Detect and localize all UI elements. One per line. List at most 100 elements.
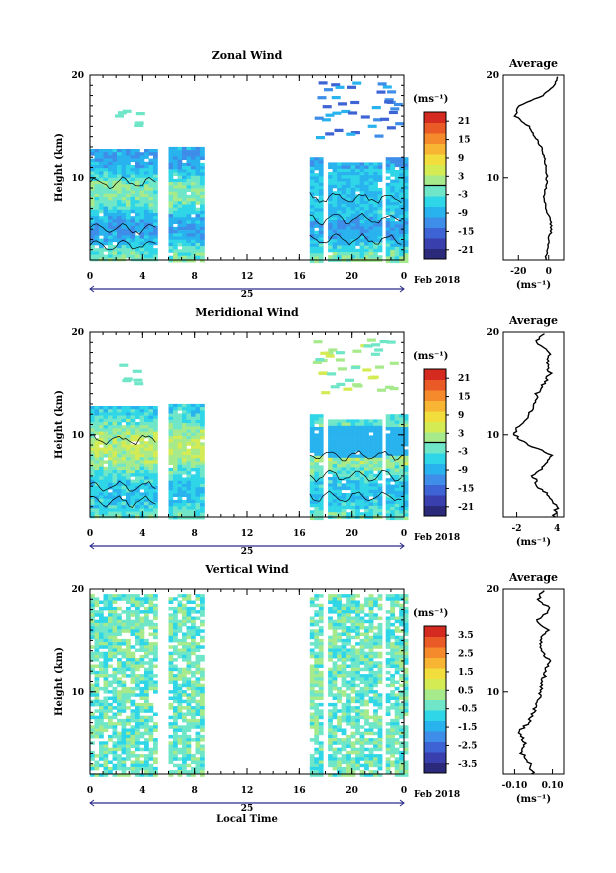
colorbar: 3.5 2.5 1.5 0.5 -0.5 -1.5 -2.5 -3.5 <box>423 625 477 774</box>
date-label: Feb 2018 <box>414 276 460 286</box>
colorbar-tick-label: -21 <box>458 503 474 513</box>
average-title: Average <box>508 314 558 327</box>
colorbar-tick-label: 21 <box>458 117 471 127</box>
colorbar-tick-label: 0.5 <box>458 686 474 696</box>
colorbar-tick-label: 2.5 <box>458 650 474 660</box>
x-tick-label: 4 <box>139 272 145 282</box>
colorbar-unit: (ms⁻¹) <box>413 351 448 362</box>
colorbar-tick-label: -21 <box>458 246 474 256</box>
day-label: 25 <box>241 804 254 814</box>
average-profile-panel: Average 10 20 -20 0 (ms⁻¹) <box>486 57 565 291</box>
x-tick-label: 8 <box>192 272 198 282</box>
date-label: Feb 2018 <box>414 790 460 800</box>
y-tick-label: 20 <box>71 328 84 338</box>
colorbar-tick-label: 9 <box>458 411 464 421</box>
colorbar-tick-label: 3 <box>458 172 464 182</box>
average-unit: (ms⁻¹) <box>516 794 551 805</box>
colorbar-tick-label: -15 <box>458 484 474 494</box>
colorbar-tick-label: -3 <box>458 191 468 201</box>
panel-1: Meridional Wind 0 4 8 12 16 20 0 10 20 Height (km)… <box>54 306 565 557</box>
average-x-tick-label: 0.10 <box>542 781 564 791</box>
average-unit: (ms⁻¹) <box>516 537 551 548</box>
average-y-tick-label: 10 <box>486 431 499 441</box>
x-axis-label: Local Time <box>216 814 278 825</box>
colorbar-unit: (ms⁻¹) <box>413 608 448 619</box>
panel-title: Zonal Wind <box>212 49 283 62</box>
heatmap-field <box>90 594 409 777</box>
colorbar-tick-label: -9 <box>458 209 468 219</box>
contour-lines <box>89 433 402 508</box>
x-tick-label: 0 <box>401 272 407 282</box>
average-title: Average <box>508 571 558 584</box>
y-tick-label: 20 <box>71 71 84 81</box>
colorbar-tick-label: -3 <box>458 448 468 458</box>
colorbar-tick-label: 21 <box>458 374 471 384</box>
colorbar: 21 15 9 3 -3 -9 -15 -21 <box>423 111 474 260</box>
date-label: Feb 2018 <box>414 533 460 543</box>
average-x-tick-label: 4 <box>554 524 560 534</box>
colorbar-tick-label: 3.5 <box>458 631 474 641</box>
average-y-tick-label: 10 <box>486 174 499 184</box>
colorbar-tick-label: 1.5 <box>458 668 474 678</box>
colorbar-tick-label: -2.5 <box>458 741 477 751</box>
average-y-tick-label: 20 <box>486 71 499 81</box>
colorbar-tick-label: -0.5 <box>458 705 477 715</box>
x-tick-label: 0 <box>87 272 93 282</box>
average-profile-panel: Average 10 20 -2 4(ms⁻¹) <box>486 314 565 548</box>
average-profile-line <box>517 590 552 775</box>
x-tick-label: 12 <box>241 786 254 796</box>
x-tick-label: 20 <box>345 529 358 539</box>
y-axis-label: Height (km) <box>54 390 65 459</box>
x-tick-label: 20 <box>345 786 358 796</box>
x-tick-label: 4 <box>139 529 145 539</box>
x-tick-label: 8 <box>192 529 198 539</box>
average-y-tick-label: 20 <box>486 585 499 595</box>
panel-title: Meridional Wind <box>195 306 299 319</box>
average-frame <box>502 74 565 261</box>
colorbar-tick-label: 15 <box>458 136 471 146</box>
x-tick-label: 16 <box>293 529 306 539</box>
average-y-tick-label: 10 <box>486 688 499 698</box>
colorbar-tick-label: -3.5 <box>458 760 477 770</box>
y-tick-label: 20 <box>71 585 84 595</box>
average-x-tick-label: -0.10 <box>502 781 528 791</box>
x-tick-label: 0 <box>87 786 93 796</box>
x-tick-label: 0 <box>401 786 407 796</box>
average-profile-line <box>512 333 560 518</box>
x-tick-label: 16 <box>293 272 306 282</box>
colorbar-unit: (ms⁻¹) <box>413 94 448 105</box>
panel-0: Zonal Wind 0 4 8 12 16 20 0 10 20 Height (km) 25 Feb… <box>54 49 565 300</box>
average-title: Average <box>508 57 558 70</box>
x-tick-label: 0 <box>401 529 407 539</box>
y-tick-label: 10 <box>71 174 84 184</box>
x-tick-label: 12 <box>241 272 254 282</box>
y-axis-label: Height (km) <box>54 647 65 716</box>
contour-lines <box>89 176 402 251</box>
colorbar-tick-label: -15 <box>458 227 474 237</box>
y-tick-label: 10 <box>71 688 84 698</box>
average-x-tick-label: -20 <box>510 267 526 277</box>
x-tick-label: 4 <box>139 786 145 796</box>
y-tick-label: 10 <box>71 431 84 441</box>
heatmap-field <box>90 338 409 521</box>
average-x-tick-label: -2 <box>512 524 522 534</box>
x-tick-label: 0 <box>87 529 93 539</box>
average-profile-panel: Average 10 20 -0.10 0.10 (ms⁻¹) <box>486 571 565 805</box>
colorbar-tick-label: 3 <box>458 429 464 439</box>
average-frame <box>502 588 565 775</box>
colorbar-tick-label: 15 <box>458 393 471 403</box>
average-x-tick-label: 0 <box>546 267 552 277</box>
panel-title: Vertical Wind <box>204 563 289 576</box>
panel-2: Vertical Wind 0 4 8 12 16 20 0 10 20 Height (km) 25… <box>54 563 565 814</box>
day-label: 25 <box>241 290 254 300</box>
day-label: 25 <box>241 547 254 557</box>
average-unit: (ms⁻¹) <box>516 280 551 291</box>
x-tick-label: 8 <box>192 786 198 796</box>
colorbar-tick-label: -9 <box>458 466 468 476</box>
colorbar: 21 15 9 3 -3 -9 -15 -21 <box>423 368 474 517</box>
average-profile-line <box>513 76 559 260</box>
x-tick-label: 16 <box>293 786 306 796</box>
colorbar-frame <box>423 625 447 774</box>
x-tick-label: 20 <box>345 272 358 282</box>
average-y-tick-label: 20 <box>486 328 499 338</box>
